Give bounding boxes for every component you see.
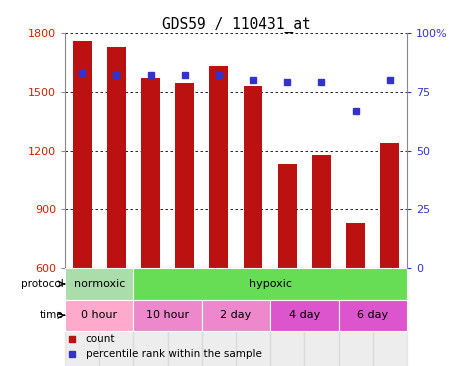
Bar bbox=[339, 300, 407, 331]
Bar bbox=[167, 33, 202, 268]
Bar bbox=[133, 300, 202, 331]
Text: normoxic: normoxic bbox=[73, 279, 125, 289]
Bar bbox=[141, 78, 160, 268]
Bar bbox=[339, 268, 373, 366]
Bar bbox=[202, 300, 270, 331]
Bar bbox=[304, 268, 339, 366]
Bar bbox=[65, 268, 99, 366]
Text: 6 day: 6 day bbox=[357, 310, 388, 320]
Bar bbox=[236, 268, 270, 366]
Bar bbox=[270, 268, 304, 366]
Bar bbox=[339, 33, 373, 268]
Bar bbox=[236, 33, 270, 268]
Bar bbox=[65, 268, 133, 300]
Bar bbox=[167, 268, 202, 366]
Text: protocol: protocol bbox=[20, 279, 63, 289]
Bar bbox=[73, 41, 92, 268]
Bar bbox=[107, 46, 126, 268]
Bar bbox=[270, 33, 304, 268]
Bar bbox=[270, 300, 339, 331]
Text: time: time bbox=[40, 310, 63, 320]
Text: 0 hour: 0 hour bbox=[81, 310, 117, 320]
Bar bbox=[346, 223, 365, 268]
Bar bbox=[304, 33, 339, 268]
Bar bbox=[373, 268, 407, 366]
Bar bbox=[65, 33, 99, 268]
Bar bbox=[210, 66, 228, 268]
Bar bbox=[133, 268, 167, 366]
Bar bbox=[65, 300, 133, 331]
Bar bbox=[202, 268, 236, 366]
Bar bbox=[100, 33, 133, 268]
Text: 10 hour: 10 hour bbox=[146, 310, 189, 320]
Text: count: count bbox=[86, 334, 115, 344]
Bar bbox=[278, 164, 297, 268]
Bar bbox=[373, 33, 407, 268]
Text: 2 day: 2 day bbox=[220, 310, 252, 320]
Text: percentile rank within the sample: percentile rank within the sample bbox=[86, 350, 261, 359]
Bar bbox=[100, 268, 133, 366]
Bar bbox=[380, 143, 399, 268]
Text: 4 day: 4 day bbox=[289, 310, 320, 320]
Title: GDS59 / 110431_at: GDS59 / 110431_at bbox=[162, 17, 310, 33]
Bar bbox=[133, 268, 407, 300]
Text: hypoxic: hypoxic bbox=[249, 279, 292, 289]
Bar bbox=[202, 33, 236, 268]
Bar bbox=[312, 156, 331, 268]
Bar bbox=[133, 33, 167, 268]
Bar bbox=[175, 83, 194, 268]
Bar bbox=[244, 86, 262, 268]
